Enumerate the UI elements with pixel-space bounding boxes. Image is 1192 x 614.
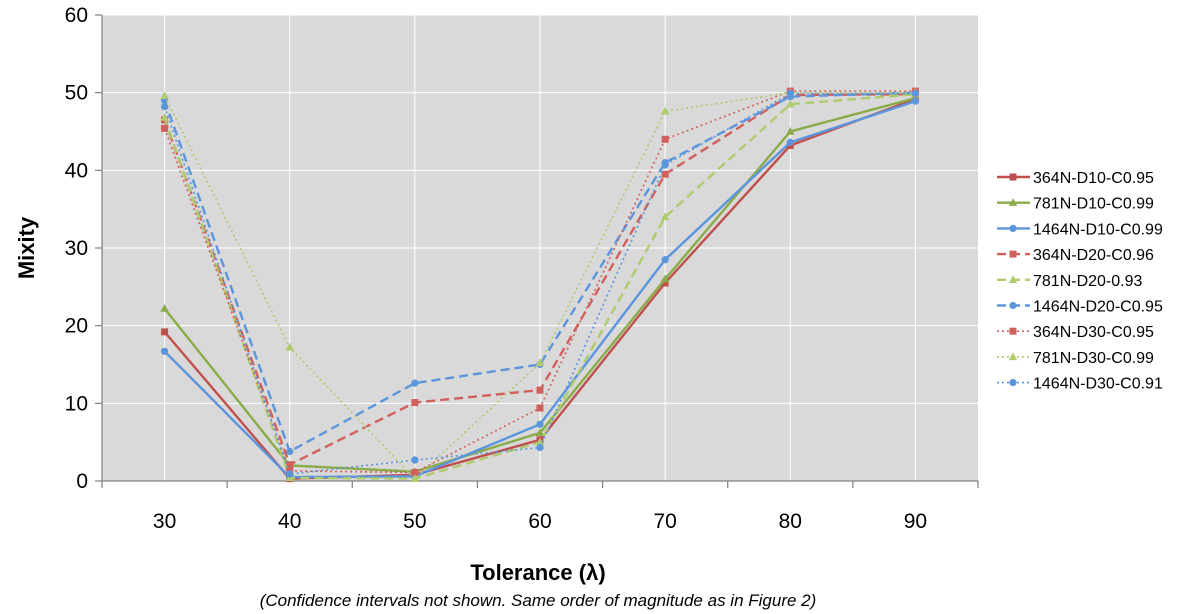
data-point <box>160 91 169 99</box>
data-point <box>660 212 670 221</box>
data-point <box>911 89 920 98</box>
data-point <box>661 279 669 287</box>
legend-marker <box>1009 301 1017 310</box>
legend-marker <box>1009 250 1017 258</box>
legend-marker <box>1009 224 1017 232</box>
data-point <box>786 127 795 135</box>
data-point <box>410 474 420 482</box>
legend: 364N-D10-C0.95 781N-D10-C0.99 1464N-D10-C0… <box>997 170 1163 393</box>
y-tick-label: 40 <box>65 159 88 182</box>
data-point <box>661 170 669 178</box>
data-point <box>786 138 794 146</box>
data-point <box>536 386 544 394</box>
data-point <box>660 274 670 283</box>
legend-entry: 1464N-D10-C0.99 <box>997 221 1163 238</box>
data-point <box>286 470 294 478</box>
axes <box>95 14 979 488</box>
x-axis-title: Tolerance (λ) <box>470 560 605 585</box>
data-point <box>160 304 169 312</box>
data-point <box>661 256 669 264</box>
data-point <box>786 99 795 108</box>
gridlines <box>102 14 978 481</box>
legend-label: 364N-D10-C0.95 <box>1033 170 1154 187</box>
y-tick-label: 60 <box>65 4 88 27</box>
legend-entry: 364N-D10-C0.95 <box>997 170 1154 187</box>
legend-marker <box>1009 173 1017 181</box>
legend-label: 364N-D20-C0.96 <box>1033 247 1154 264</box>
x-tick-label: 70 <box>653 510 676 533</box>
legend-entry: 1464N-D20-C0.95 <box>997 299 1163 316</box>
series-1464N-D30-C0.91 <box>160 89 920 478</box>
data-point <box>536 404 544 412</box>
data-point <box>286 447 294 456</box>
legend-label: 364N-D30-C0.95 <box>1033 324 1154 341</box>
chart-caption: (Confidence intervals not shown. Same or… <box>260 591 817 610</box>
data-point <box>411 456 419 464</box>
data-point <box>411 399 419 407</box>
legend-entry: 781N-D20-0.93 <box>997 273 1143 290</box>
data-point <box>411 468 419 476</box>
y-tick-label: 30 <box>65 237 88 260</box>
data-point <box>661 135 669 143</box>
legend-marker <box>1008 198 1018 206</box>
data-point <box>160 347 169 355</box>
legend-label: 1464N-D20-C0.95 <box>1033 299 1163 316</box>
legend-entry: 1464N-D30-C0.91 <box>997 376 1163 393</box>
data-point <box>160 103 169 111</box>
legend-marker <box>1009 379 1017 387</box>
legend-label: 781N-D30-C0.99 <box>1033 350 1154 367</box>
data-point <box>536 444 544 452</box>
y-tick-label: 10 <box>65 392 88 415</box>
y-tick-label: 0 <box>76 470 88 493</box>
x-tick-label: 80 <box>779 510 802 533</box>
legend-marker <box>1008 352 1018 361</box>
data-point <box>535 437 545 446</box>
x-tick-label: 90 <box>904 510 927 533</box>
y-tick-label: 20 <box>65 315 88 338</box>
legend-entry: 364N-D30-C0.95 <box>997 324 1154 341</box>
legend-label: 1464N-D30-C0.91 <box>1033 376 1163 393</box>
x-tick-labels: 30 40 50 60 70 80 90 <box>153 510 927 533</box>
data-point <box>661 161 669 169</box>
x-tick-label: 30 <box>153 510 176 533</box>
legend-marker <box>1009 327 1017 335</box>
data-point <box>286 461 294 469</box>
data-point <box>536 420 544 428</box>
legend-label: 781N-D10-C0.99 <box>1033 196 1154 213</box>
data-point <box>161 124 169 132</box>
y-axis-title: Mixity <box>14 216 39 279</box>
data-point <box>660 106 670 115</box>
x-tick-label: 50 <box>403 510 426 533</box>
legend-marker <box>1008 275 1018 283</box>
legend-label: 1464N-D10-C0.99 <box>1033 221 1163 238</box>
legend-label: 781N-D20-0.93 <box>1033 273 1143 290</box>
y-tick-label: 50 <box>65 82 88 105</box>
data-point <box>160 113 169 121</box>
legend-entry: 781N-D10-C0.99 <box>997 196 1154 213</box>
y-tick-labels: 0 10 20 30 40 50 60 <box>65 4 88 493</box>
data-point <box>411 379 419 387</box>
data-point <box>786 89 794 98</box>
data-point <box>535 428 545 437</box>
data-point <box>285 342 294 351</box>
series-layer <box>160 87 920 483</box>
data-point <box>911 97 920 105</box>
x-tick-label: 60 <box>528 510 551 533</box>
data-point <box>161 328 169 336</box>
legend-entry: 364N-D20-C0.96 <box>997 247 1154 264</box>
legend-entry: 781N-D30-C0.99 <box>997 350 1154 367</box>
x-tick-label: 40 <box>278 510 301 533</box>
data-point <box>535 358 545 367</box>
